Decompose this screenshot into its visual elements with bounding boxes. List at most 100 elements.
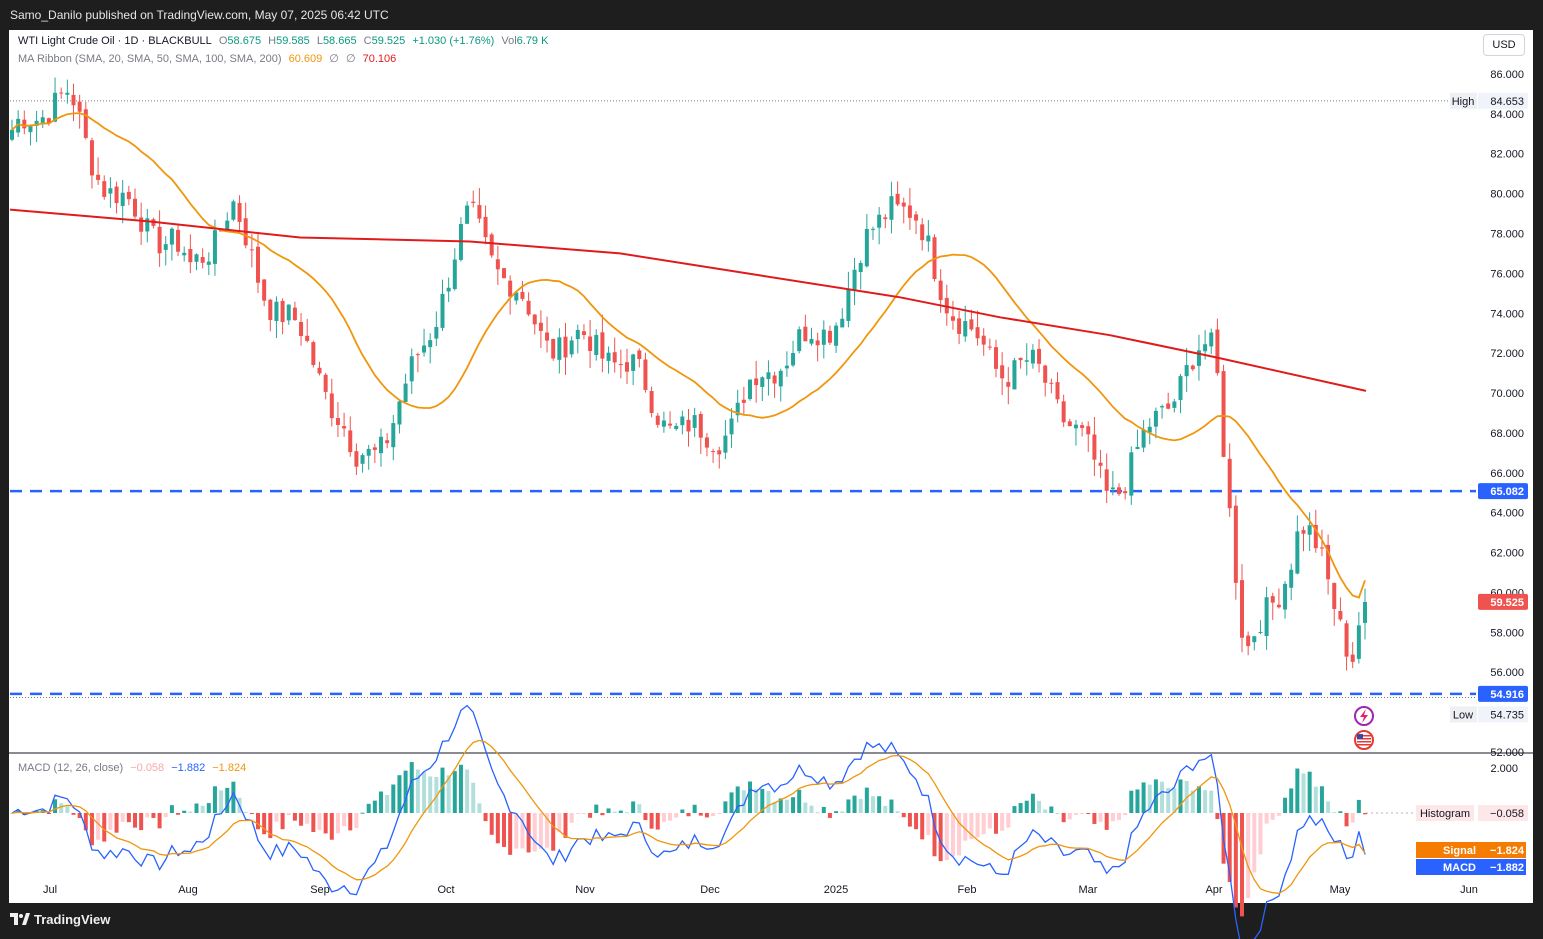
macd-histogram-bar — [360, 812, 365, 814]
time-axis-label: Dec — [700, 884, 720, 896]
macd-histogram-bar — [901, 813, 906, 818]
low-value: 58.665 — [322, 35, 357, 47]
price-tick-label: 78.000 — [1490, 229, 1524, 241]
candle-body — [1135, 446, 1140, 450]
macd-histogram-bar — [803, 802, 808, 813]
candle-body — [588, 336, 593, 352]
candle-body — [717, 450, 722, 455]
candle-body — [581, 331, 586, 335]
macd-histogram-bar — [637, 804, 642, 813]
macd-histogram-bar — [225, 787, 230, 813]
price-tick-label: 84.000 — [1490, 109, 1524, 121]
candle-body — [1332, 583, 1337, 609]
macd-histogram-bar — [1319, 786, 1324, 813]
ma100-value: ∅ — [345, 53, 356, 65]
macd-histogram-bar — [969, 813, 974, 840]
candle-body — [360, 455, 365, 464]
flag-icon-circle[interactable] — [1354, 730, 1374, 750]
macd-histogram-bar — [1326, 801, 1331, 813]
candle-body — [1319, 547, 1324, 549]
currency-button[interactable]: USD — [1483, 34, 1525, 56]
candle-body — [674, 425, 679, 429]
candle-body — [1172, 401, 1177, 408]
candle-body — [120, 192, 125, 206]
candle-body — [668, 423, 673, 426]
open-label: O — [218, 35, 228, 47]
macd-histogram-bar — [1110, 813, 1115, 822]
candle-body — [557, 337, 562, 360]
macd-tick-label: 2.000 — [1490, 763, 1518, 775]
last-price-tag: 59.525 — [1478, 593, 1528, 610]
candle-body — [741, 399, 746, 403]
price-tick-label: 66.000 — [1490, 468, 1524, 480]
candle-body — [305, 335, 310, 341]
macd-histogram-bar — [71, 813, 76, 815]
candle-body — [323, 374, 328, 392]
candle-body — [379, 436, 383, 454]
macd-histogram-bar — [1350, 813, 1355, 823]
candle-body — [354, 451, 359, 467]
macd-histogram-bar — [1049, 806, 1054, 813]
candle-body — [317, 367, 322, 374]
histogram-tag-value: −0.058 — [1490, 808, 1524, 820]
macd-histogram-bar — [846, 799, 851, 813]
chart-frame[interactable] — [9, 30, 1533, 903]
high-tag-value-bg — [1478, 92, 1528, 109]
macd-name[interactable]: MACD (12, 26, close) — [18, 762, 124, 774]
candle-body — [292, 307, 297, 320]
macd-histogram-bar — [409, 762, 414, 813]
signal-tag-label: Signal — [1443, 845, 1476, 857]
earnings-lightning-icon[interactable] — [1354, 706, 1374, 726]
macd-histogram-bar — [403, 770, 408, 813]
us-flag-icon[interactable] — [1354, 730, 1374, 750]
symbol-name[interactable]: WTI Light Crude Oil · 1D · BLACKBULL — [18, 35, 212, 47]
macd-histogram-bar — [1276, 813, 1281, 816]
macd-histogram-bar — [206, 803, 211, 813]
macd-histogram-bar — [286, 813, 291, 816]
candle-body — [864, 228, 869, 267]
macd-histogram-bar — [268, 813, 273, 839]
candle-body — [797, 329, 802, 352]
macd-histogram-bar — [864, 787, 869, 813]
macd-histogram-bar — [698, 813, 703, 816]
macd-histogram-bar — [249, 813, 254, 814]
macd-histogram-bar — [311, 813, 316, 833]
candle-body — [686, 419, 691, 432]
macd-signal-value: −1.824 — [212, 762, 247, 774]
candle-body — [1080, 425, 1085, 429]
candle-body — [329, 393, 334, 419]
macd-histogram-bar — [551, 813, 556, 851]
candle-body — [1086, 426, 1091, 435]
candle-body — [834, 325, 839, 346]
macd-histogram-bar — [661, 813, 666, 822]
macd-histogram-bar — [871, 796, 875, 813]
candle-body — [1061, 401, 1066, 423]
time-axis-label: Aug — [178, 884, 198, 896]
macd-histogram-bar — [1073, 813, 1078, 815]
macd-histogram-bar — [1018, 803, 1023, 813]
macd-histogram-bar — [508, 813, 513, 855]
macd-histogram-bar — [440, 767, 445, 813]
candle-body — [778, 370, 783, 387]
candle-body — [1110, 487, 1115, 490]
ma200-value: 70.106 — [362, 53, 397, 65]
high-value: 59.585 — [276, 35, 310, 47]
macd-histogram-bar — [1098, 813, 1103, 822]
time-axis-label: Jul — [43, 884, 57, 896]
ma-name[interactable]: MA Ribbon (SMA, 20, SMA, 50, SMA, 100, S… — [18, 53, 282, 65]
candle-body — [569, 340, 574, 355]
macd-histogram-bar — [809, 805, 814, 813]
macd-histogram-bar — [834, 811, 839, 813]
candle-body — [1160, 406, 1165, 408]
macd-histogram-bar — [348, 813, 353, 831]
macd-histogram-bar — [1283, 797, 1288, 813]
candle-body — [526, 300, 531, 315]
candle-body — [1073, 424, 1078, 429]
macd-histogram-bar — [1160, 781, 1165, 813]
tradingview-logo[interactable]: TradingView — [10, 912, 110, 927]
candle-body — [815, 340, 820, 346]
candle-body — [16, 118, 21, 133]
candle-body — [483, 216, 488, 238]
candle-body — [994, 347, 998, 369]
